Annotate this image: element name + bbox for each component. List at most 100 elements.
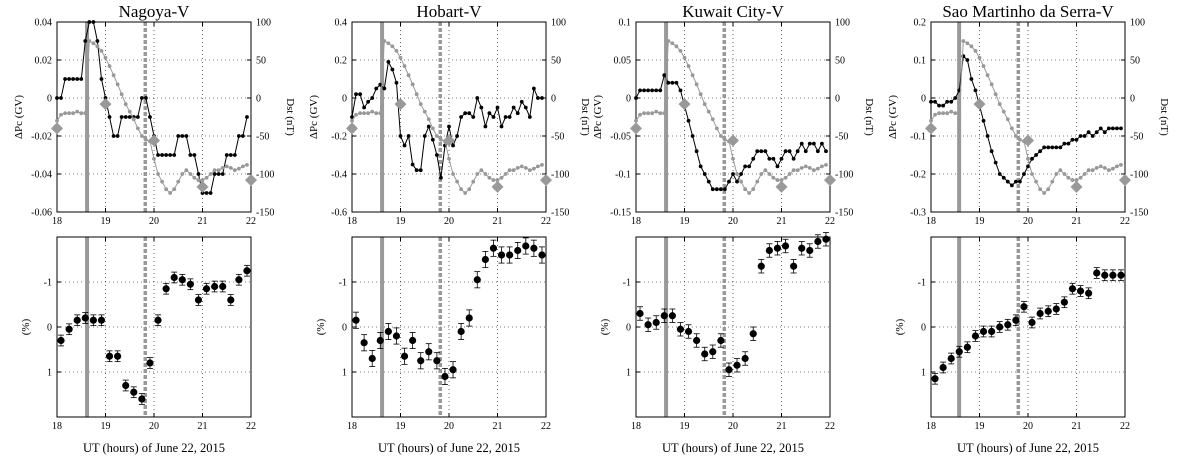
dpc-point — [1042, 145, 1047, 150]
count-rate-point — [400, 352, 409, 360]
dpc-point — [168, 153, 173, 157]
count-rate-point — [481, 255, 489, 264]
y-tick-label: -0.3 — [910, 208, 926, 219]
x-tick-label: 18 — [926, 216, 936, 227]
dst-point — [714, 126, 719, 131]
dpc-point — [527, 115, 532, 119]
dpc-point — [123, 115, 128, 119]
y-axis-label: (%) — [894, 318, 906, 335]
y2-tick-label: 0 — [1130, 94, 1135, 105]
dpc-point — [763, 149, 768, 154]
dpc-point — [993, 160, 998, 165]
dpc-point — [394, 80, 399, 85]
dpc-point — [127, 115, 132, 119]
dpc-point — [410, 162, 415, 167]
count-rate-point — [1076, 287, 1085, 295]
count-rate-point — [162, 285, 170, 293]
dst-point — [491, 178, 496, 182]
dst-point — [172, 187, 177, 192]
dst-point — [55, 118, 59, 123]
y-tick-label: -0.4 — [331, 170, 347, 181]
dpc-point — [965, 58, 970, 62]
y-tick-label: 1 — [626, 368, 631, 379]
dst-point — [164, 187, 169, 192]
dpc-point — [799, 141, 804, 146]
dpc-point — [144, 96, 148, 100]
y2-axis-label: Dst (nT) — [1158, 98, 1170, 136]
y-tick-label: 0 — [921, 323, 926, 334]
dpc-point — [87, 20, 92, 24]
dpc-point — [1115, 126, 1119, 131]
count-rate-point — [538, 251, 546, 259]
dpc-point — [1018, 179, 1022, 184]
dst-hourly-point — [973, 98, 986, 111]
count-rate-point — [154, 316, 162, 324]
dst-point — [1082, 172, 1087, 176]
y-tick-label: 0 — [626, 94, 631, 105]
dst-point — [1013, 134, 1018, 138]
dst-point — [682, 55, 687, 60]
x-tick-label: 20 — [444, 216, 454, 227]
x-tick-label: 19 — [396, 421, 406, 432]
count-rate-point — [1036, 309, 1044, 318]
dpc-point — [148, 115, 152, 119]
dst-point — [937, 111, 941, 116]
y-axis-label: ΔPc (GV) — [13, 95, 25, 139]
y-tick-label: 0 — [47, 94, 52, 105]
dpc-point — [824, 149, 828, 154]
dpc-point — [945, 99, 950, 104]
count-rate-point — [170, 273, 178, 282]
count-rate-point — [1044, 307, 1052, 315]
dpc-point — [771, 156, 776, 161]
dpc-point — [422, 134, 427, 138]
dpc-point — [228, 153, 233, 157]
dst-point — [783, 175, 788, 180]
dst-point — [945, 111, 950, 116]
count-rate-point — [417, 357, 425, 365]
x-tick-label: 21 — [493, 216, 503, 227]
dpc-point — [390, 67, 395, 72]
dst-point — [188, 172, 193, 176]
dst-point — [499, 175, 504, 180]
y2-axis-label: Dst (nT) — [284, 98, 296, 136]
dpc-point — [426, 124, 431, 129]
dst-point — [973, 48, 978, 53]
dst-point — [479, 168, 484, 173]
dpc-point — [779, 156, 784, 161]
dst-point — [662, 111, 667, 116]
y2-tick-label: 50 — [1130, 56, 1140, 67]
y2-axis-label: Dst (nT) — [579, 98, 591, 136]
dpc-point — [1110, 126, 1115, 131]
dpc-point — [666, 80, 671, 85]
dst-point — [1038, 187, 1043, 192]
dst-point — [1005, 117, 1010, 122]
dst-point — [1086, 168, 1091, 173]
dst-point — [467, 187, 472, 192]
y-tick-label: -0.05 — [610, 132, 631, 143]
dpc-point — [807, 141, 812, 146]
dst-point — [1078, 175, 1083, 180]
count-rate-point — [988, 327, 996, 336]
count-rate-point — [81, 314, 89, 322]
dst-point — [997, 102, 1002, 106]
dst-point — [1018, 137, 1022, 142]
dpc-point — [511, 105, 516, 110]
count-rate-point — [693, 336, 701, 345]
dst-point — [418, 102, 423, 106]
y2-axis-label: Dst (nT) — [863, 98, 875, 136]
dpc-point — [115, 134, 120, 138]
count-rate-point — [497, 251, 506, 259]
dst-point — [634, 118, 638, 123]
dst-point — [540, 162, 544, 167]
dpc-point — [1034, 153, 1038, 157]
count-rate-point — [660, 312, 668, 320]
dpc-point — [1005, 179, 1010, 184]
dpc-point — [1094, 130, 1099, 135]
count-rate-point — [1068, 285, 1077, 293]
count-rate-point — [89, 316, 97, 324]
count-rate-point — [1012, 316, 1020, 324]
count-rate-point — [668, 312, 676, 320]
dpc-point — [642, 88, 646, 93]
dst-hourly-point — [196, 180, 209, 193]
count-rate-point — [489, 244, 498, 252]
